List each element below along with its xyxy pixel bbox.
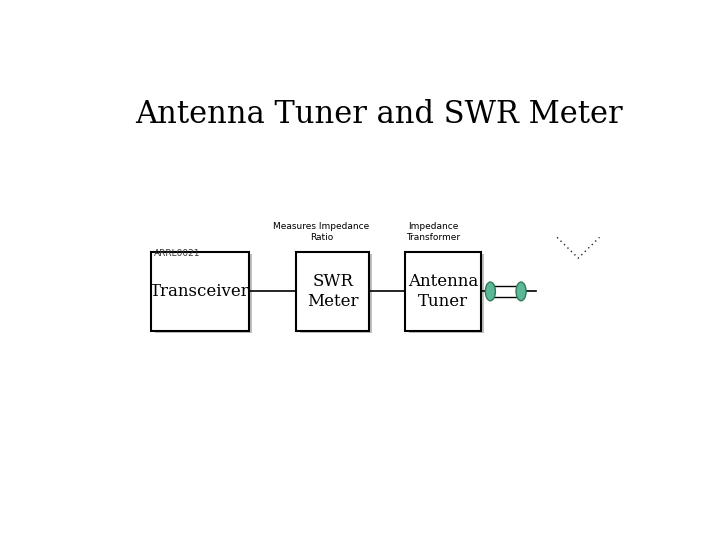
Text: Impedance
Transformer: Impedance Transformer [406, 222, 460, 241]
Text: SWR
Meter: SWR Meter [307, 273, 359, 310]
Text: Antenna
Tuner: Antenna Tuner [408, 273, 478, 310]
Text: ARRL0021: ARRL0021 [154, 249, 201, 259]
FancyBboxPatch shape [300, 254, 372, 333]
Text: Measures Impedance
Ratio: Measures Impedance Ratio [274, 222, 369, 241]
FancyBboxPatch shape [409, 254, 484, 333]
Ellipse shape [516, 282, 526, 301]
Text: Antenna Tuner and SWR Meter: Antenna Tuner and SWR Meter [135, 99, 622, 130]
Ellipse shape [485, 282, 495, 301]
FancyBboxPatch shape [151, 252, 249, 331]
FancyBboxPatch shape [297, 252, 369, 331]
FancyBboxPatch shape [405, 252, 481, 331]
Text: Transceiver: Transceiver [150, 283, 250, 300]
FancyBboxPatch shape [155, 254, 253, 333]
